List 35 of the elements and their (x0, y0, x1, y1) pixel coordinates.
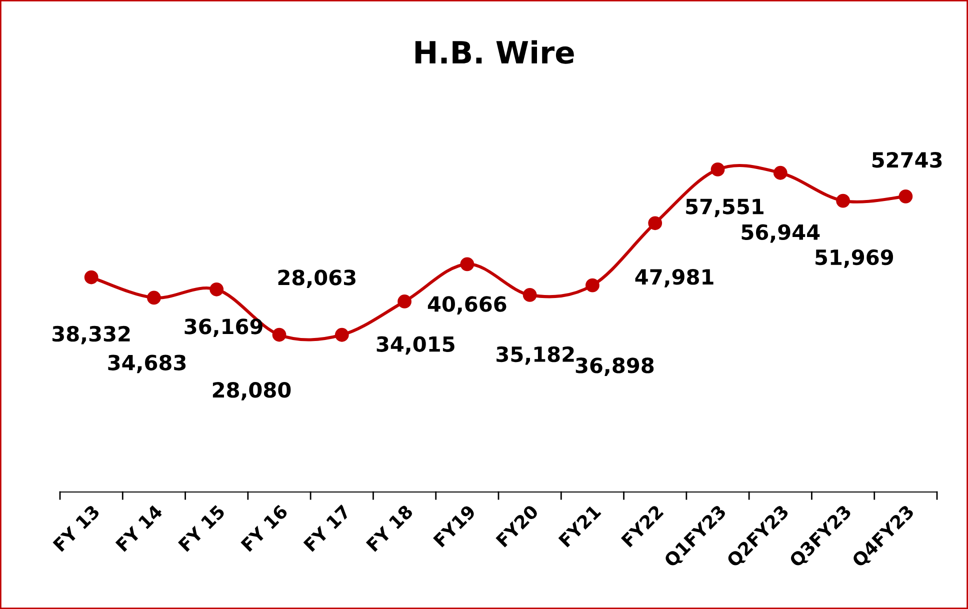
point (710, 162, 725, 176)
point (147, 290, 161, 305)
point (773, 166, 788, 180)
x-tick-label: FY 16 (240, 504, 288, 552)
point (898, 189, 913, 204)
data-label: 36,898 (576, 358, 654, 376)
data-label: 51,969 (816, 249, 894, 268)
x-tick-label: FY 17 (303, 504, 351, 552)
data-label: 47,981 (635, 268, 714, 288)
point (586, 278, 600, 292)
point (84, 270, 98, 284)
x-tick-label: FY 15 (178, 504, 226, 552)
point (648, 216, 662, 230)
data-label: 34,015 (376, 336, 454, 355)
point (836, 194, 850, 208)
point (460, 257, 474, 272)
chart-title: H.B. Wire (415, 40, 574, 64)
data-label: 35,182 (496, 346, 574, 365)
point (210, 282, 224, 296)
point (334, 328, 349, 342)
point (522, 288, 537, 302)
x-tick-label: FY 14 (115, 504, 164, 552)
x-tick-label: FY 18 (366, 504, 414, 552)
point (398, 294, 412, 308)
data-label: 57,551 (686, 198, 764, 218)
data-label: 56,944 (742, 224, 820, 243)
data-label: 36,169 (184, 318, 262, 337)
data-label: 28,080 (212, 382, 291, 400)
point (272, 328, 286, 342)
data-label: 34,683 (108, 354, 186, 374)
data-label: 52743 (872, 152, 942, 168)
x-tick-label: FY 13 (52, 504, 100, 552)
data-label: 28,063 (278, 270, 356, 288)
data-label: 38,332 (52, 326, 130, 344)
data-label: 40,666 (428, 296, 506, 315)
